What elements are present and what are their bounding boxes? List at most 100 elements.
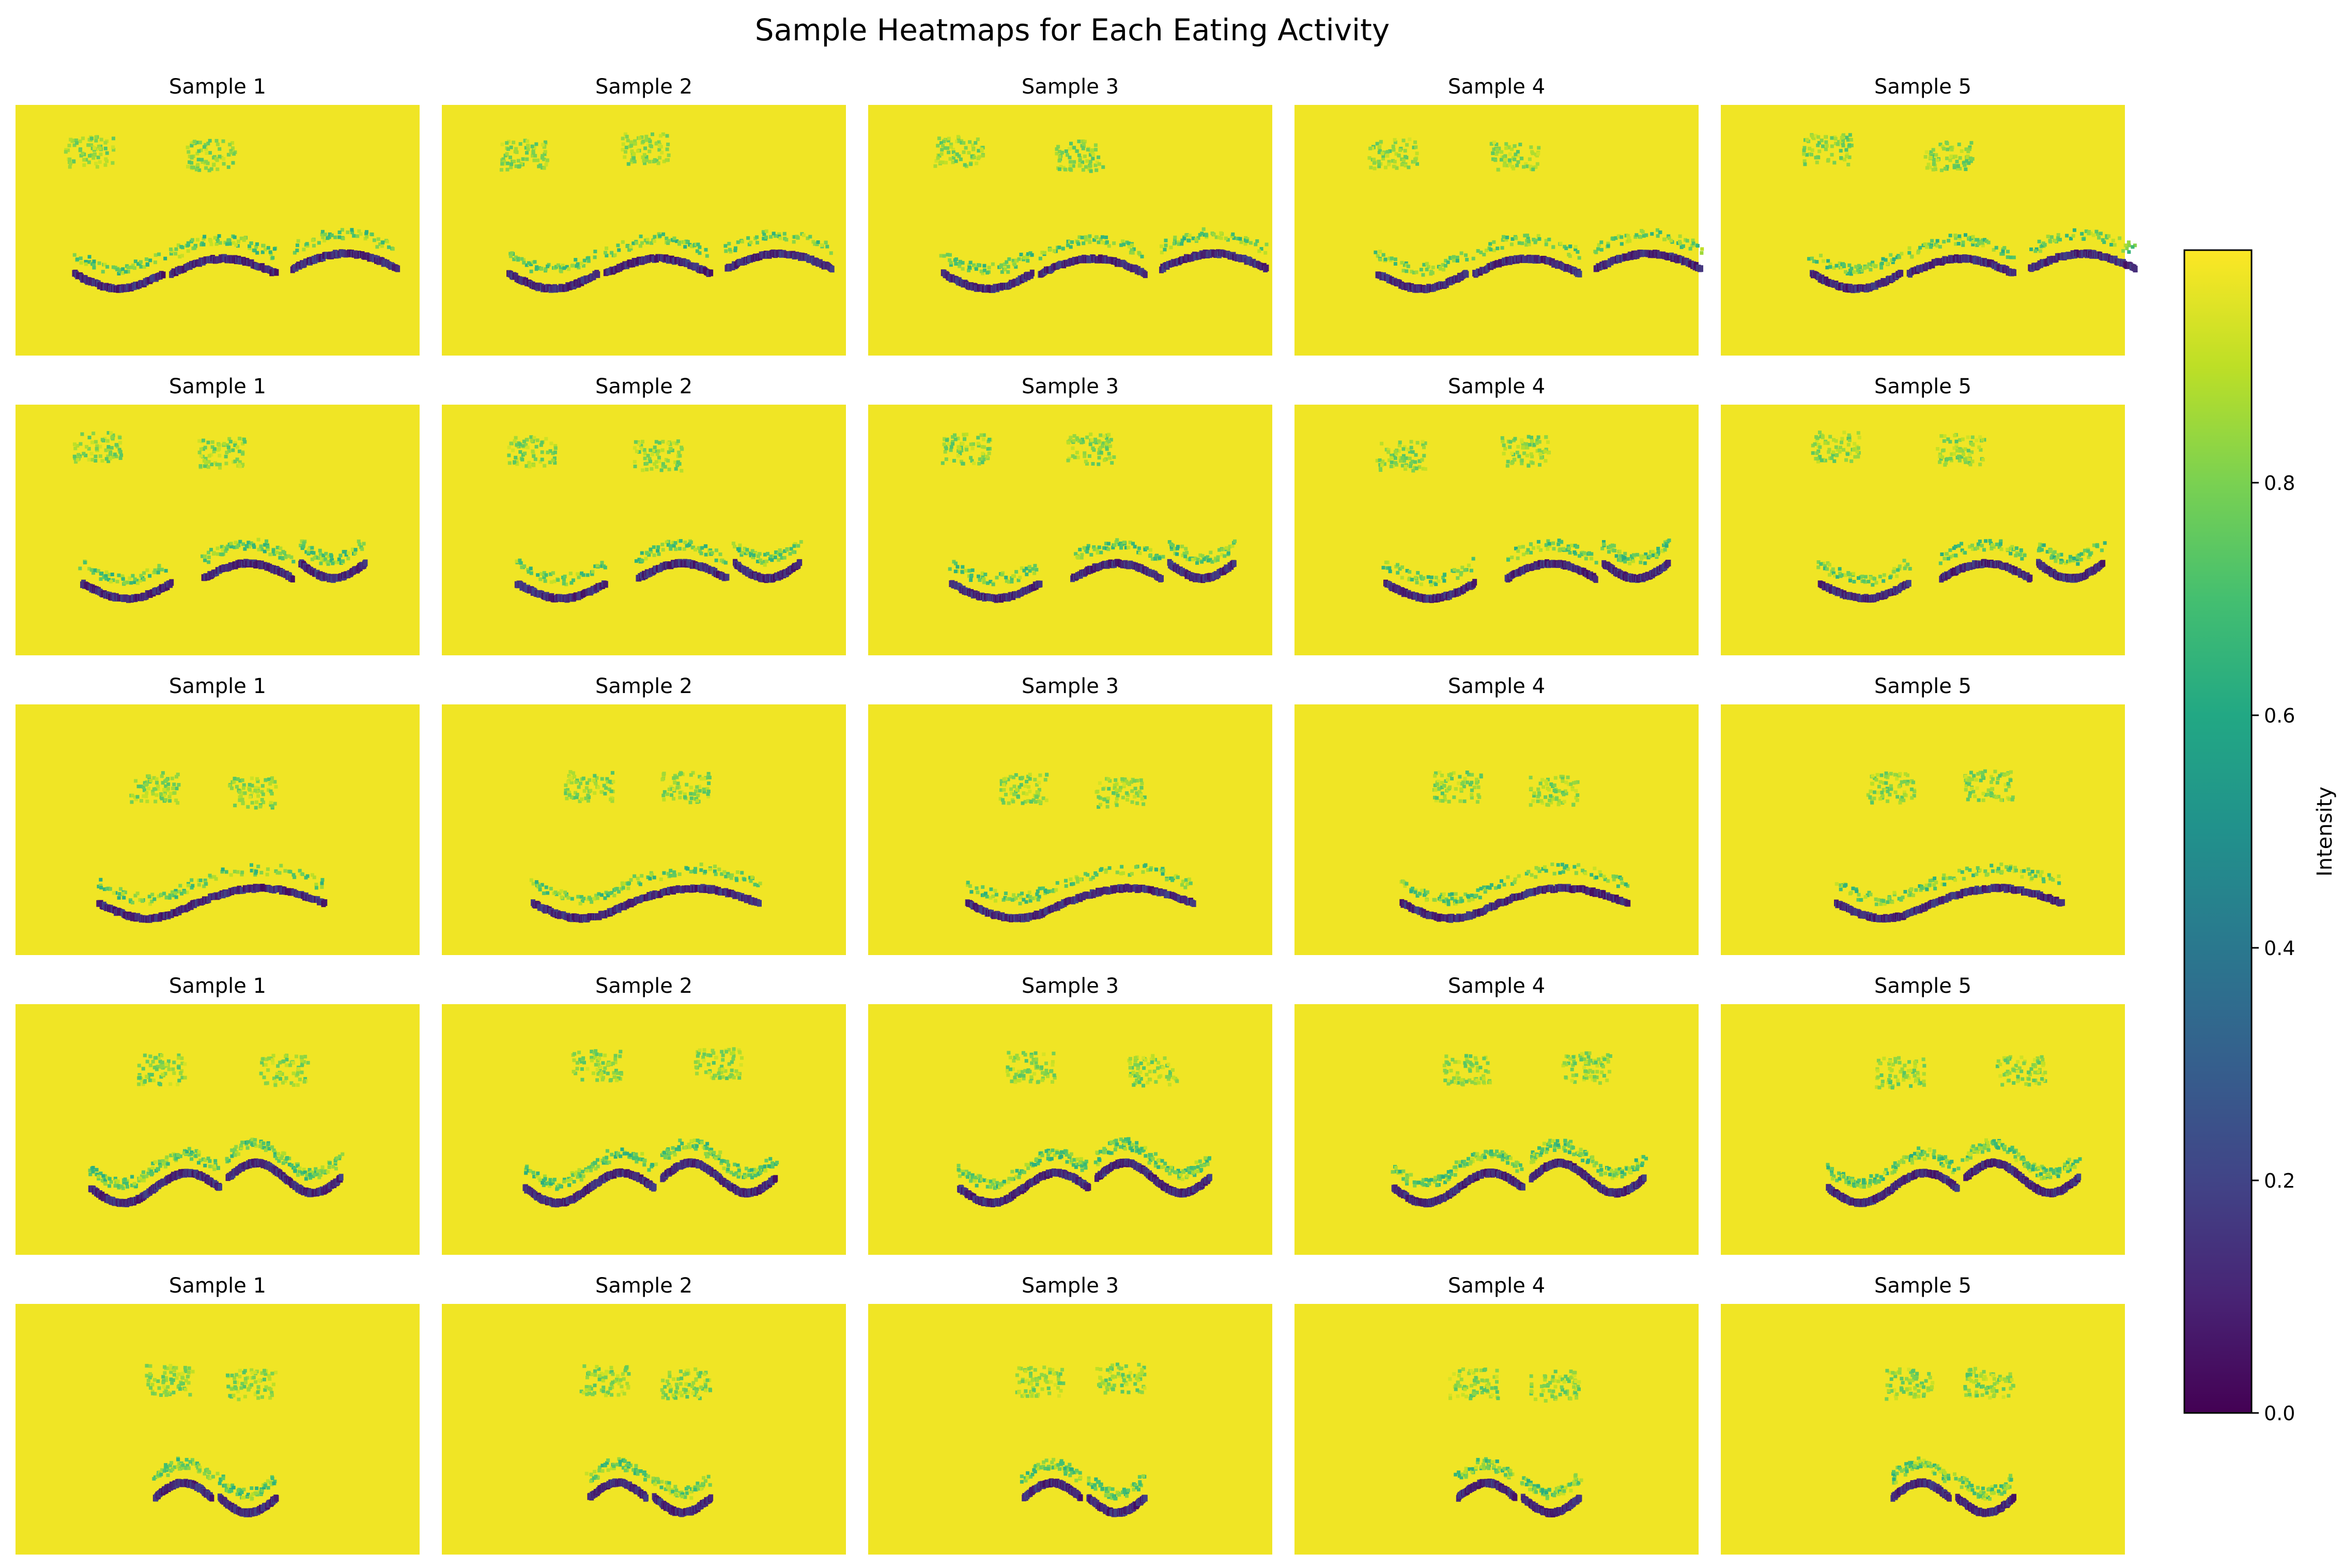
heatmap-cell	[1059, 165, 1063, 169]
heatmap-cell	[224, 454, 228, 458]
heatmap-cell	[666, 142, 670, 146]
heatmap-cell	[1177, 242, 1181, 246]
heatmap-cell	[1491, 157, 1495, 161]
heatmap-cell	[1089, 169, 1093, 173]
heatmap-cell	[1628, 239, 1632, 243]
heatmap-cell	[260, 250, 265, 254]
heatmap-cell	[1164, 238, 1168, 242]
heatmap-cell	[1635, 233, 1639, 237]
heatmap-cell	[961, 261, 965, 265]
heatmap-cell	[1968, 156, 1972, 160]
panel-title: Sample 1	[169, 375, 266, 398]
heatmap-cell	[259, 544, 263, 548]
heatmap-cell	[1069, 164, 1073, 168]
heatmap-cell	[534, 444, 538, 449]
heatmap-cell	[551, 571, 555, 575]
heatmap-cell	[1931, 148, 1935, 152]
heatmap-cell	[660, 543, 665, 547]
heatmap-cell	[1857, 270, 1861, 274]
heatmap-cell	[661, 548, 665, 552]
heatmap-cell	[97, 261, 101, 265]
heatmap-cell	[605, 246, 608, 250]
heatmap-cell	[1849, 272, 1853, 276]
heatmap-cell	[526, 144, 530, 148]
heatmap-cell	[645, 468, 649, 472]
heatmap-cell	[616, 243, 620, 248]
heatmap-cell	[1456, 576, 1460, 580]
heatmap-cell	[1933, 167, 1937, 171]
heatmap-cell	[1536, 152, 1540, 156]
heatmap-cell	[1599, 240, 1604, 244]
heatmap-cell	[1056, 145, 1060, 149]
heatmap-cell	[1577, 256, 1581, 260]
heatmap-cell	[1127, 241, 1131, 245]
heatmap-cell	[272, 247, 276, 251]
heatmap-cell	[1412, 160, 1416, 164]
heatmap-cell	[1456, 569, 1460, 573]
heatmap-cell	[502, 160, 506, 163]
heatmap-cell	[91, 571, 96, 575]
heatmap-cell	[808, 235, 812, 239]
heatmap-cell	[982, 577, 986, 581]
heatmap-cell	[231, 448, 235, 452]
heatmap-cell	[87, 260, 91, 264]
heatmap-cell	[1088, 234, 1092, 238]
heatmap-cell	[1442, 268, 1445, 272]
heatmap-cell	[1086, 546, 1090, 550]
heatmap-cell	[957, 139, 961, 143]
heatmap-cell	[2133, 243, 2137, 248]
heatmap-cell	[1143, 271, 1148, 279]
heatmap-cell	[1022, 255, 1026, 259]
heatmap-cell	[635, 449, 639, 453]
heatmap-cell	[222, 442, 226, 446]
heatmap-cell	[641, 468, 645, 472]
heatmap-cell	[524, 146, 528, 150]
heatmap-cell	[508, 156, 512, 160]
heatmap-cell	[209, 239, 213, 243]
heatmap-cell	[243, 236, 247, 240]
heatmap-cell	[1415, 441, 1420, 445]
heatmap-cell	[87, 447, 91, 451]
heatmap-cell	[1639, 235, 1643, 239]
heatmap-cell	[1212, 233, 1216, 237]
heatmap-cell	[2080, 232, 2084, 236]
heatmap-cell	[1243, 242, 1247, 246]
heatmap-cell	[186, 145, 190, 149]
heatmap-cell	[960, 139, 963, 143]
heatmap-cell	[321, 235, 325, 239]
heatmap-cell	[2012, 255, 2016, 259]
heatmap-cell	[2099, 232, 2103, 236]
heatmap-cell	[1577, 270, 1582, 278]
heatmap-cell	[1814, 156, 1818, 160]
heatmap-cell	[2127, 250, 2131, 254]
heatmap-cell	[1838, 261, 1842, 265]
heatmap-cell	[238, 540, 242, 544]
heatmap-cell	[977, 462, 981, 466]
heatmap-cell	[516, 159, 520, 163]
heatmap-cell	[1104, 235, 1108, 239]
heatmap-cell	[958, 264, 962, 268]
heatmap-cell	[1405, 143, 1409, 147]
heatmap-cell	[218, 466, 222, 470]
heatmap-cell	[391, 247, 395, 251]
heatmap-cell	[1504, 146, 1508, 150]
heatmap-cell	[729, 250, 733, 254]
heatmap-cell	[658, 156, 662, 160]
heatmap-cell	[326, 562, 330, 566]
heatmap-cell	[714, 558, 718, 562]
heatmap-cell	[1510, 461, 1514, 465]
heatmap-cell	[228, 143, 232, 147]
heatmap-cell	[1945, 156, 1949, 160]
heatmap-cell	[647, 137, 651, 142]
heatmap-cell	[962, 150, 966, 154]
heatmap-cell	[1442, 579, 1446, 583]
heatmap-cell	[1956, 242, 1961, 245]
heatmap-cell	[1396, 571, 1400, 575]
heatmap-grid: Sample 1 Sample 2 Sample 3 Sample 4 Sample 5…	[16, 75, 2138, 1555]
heatmap-cell	[542, 145, 546, 149]
heatmap-cell	[1968, 236, 1972, 240]
heatmap-cell	[1832, 161, 1837, 165]
heatmap-cell	[643, 161, 646, 165]
heatmap-cell	[1862, 266, 1867, 270]
